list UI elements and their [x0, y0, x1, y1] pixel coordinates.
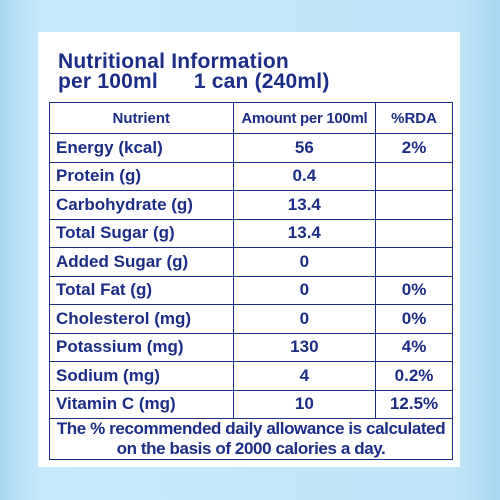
row-amount: 56 — [232, 133, 377, 163]
nutrition-heading: Nutritional Information per 100ml 1 can (… — [58, 50, 330, 93]
row-nutrient: Energy (kcal) — [49, 133, 234, 163]
row-amount: 0.4 — [232, 161, 377, 191]
row-nutrient: Total Fat (g) — [49, 275, 234, 305]
table-row: Added Sugar (g) 0 — [49, 247, 453, 277]
footnote-row: The % recommended daily allowance is cal… — [49, 418, 453, 460]
table-row: Sodium (mg) 4 0.2% — [49, 361, 453, 391]
nutrition-table: Nutrient Amount per 100ml %RDA Energy (k… — [49, 102, 453, 460]
heading-per-serving: per 100ml — [58, 70, 158, 93]
table-row: Potassium (mg) 130 4% — [49, 332, 453, 362]
row-rda: 2% — [375, 133, 453, 163]
table-row: Energy (kcal) 56 2% — [49, 133, 453, 163]
table-row: Carbohydrate (g) 13.4 — [49, 190, 453, 220]
table-row: Protein (g) 0.4 — [49, 161, 453, 191]
row-rda — [375, 218, 453, 248]
table-header-row: Nutrient Amount per 100ml %RDA — [49, 102, 453, 134]
footnote: The % recommended daily allowance is cal… — [49, 418, 453, 460]
row-amount: 4 — [232, 361, 377, 391]
heading-pack-size: 1 can (240ml) — [193, 70, 330, 93]
row-amount: 13.4 — [232, 218, 377, 248]
row-rda — [375, 161, 453, 191]
row-rda — [375, 190, 453, 220]
row-amount: 10 — [232, 389, 377, 419]
table-row: Vitamin C (mg) 10 12.5% — [49, 389, 453, 419]
table-row: Total Sugar (g) 13.4 — [49, 218, 453, 248]
header-nutrient: Nutrient — [49, 102, 234, 134]
row-nutrient: Protein (g) — [49, 161, 234, 191]
row-nutrient: Potassium (mg) — [49, 332, 234, 362]
row-amount: 0 — [232, 304, 377, 334]
row-nutrient: Cholesterol (mg) — [49, 304, 234, 334]
row-nutrient: Vitamin C (mg) — [49, 389, 234, 419]
row-amount: 130 — [232, 332, 377, 362]
row-rda: 0% — [375, 304, 453, 334]
row-nutrient: Carbohydrate (g) — [49, 190, 234, 220]
row-rda: 12.5% — [375, 389, 453, 419]
table-row: Total Fat (g) 0 0% — [49, 275, 453, 305]
row-amount: 13.4 — [232, 190, 377, 220]
row-nutrient: Added Sugar (g) — [49, 247, 234, 277]
row-rda — [375, 247, 453, 277]
table-row: Cholesterol (mg) 0 0% — [49, 304, 453, 334]
heading-title: Nutritional Information — [58, 50, 289, 73]
row-nutrient: Sodium (mg) — [49, 361, 234, 391]
header-rda: %RDA — [375, 102, 453, 134]
row-rda: 4% — [375, 332, 453, 362]
row-rda: 0% — [375, 275, 453, 305]
row-nutrient: Total Sugar (g) — [49, 218, 234, 248]
heading-subtitle: per 100ml 1 can (240ml) — [58, 70, 330, 93]
row-amount: 0 — [232, 275, 377, 305]
row-rda: 0.2% — [375, 361, 453, 391]
header-amount: Amount per 100ml — [232, 102, 377, 134]
row-amount: 0 — [232, 247, 377, 277]
